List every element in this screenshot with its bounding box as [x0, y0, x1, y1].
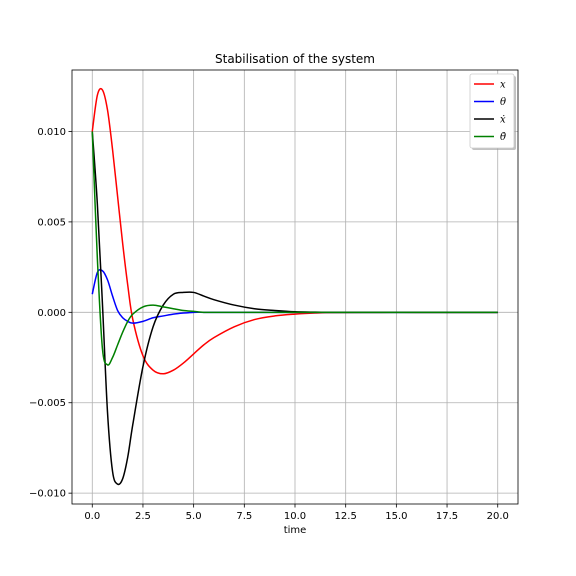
x-tick-label: 17.5	[436, 511, 458, 522]
legend-label-2: ẋ	[500, 115, 506, 126]
x-tick-label: 2.5	[135, 511, 151, 522]
x-tick-label: 7.5	[236, 511, 252, 522]
x-axis-label: time	[284, 525, 307, 536]
x-tick-label: 10.0	[284, 511, 306, 522]
legend: xθẋ θ̇	[469, 73, 516, 150]
legend-label-0: x	[500, 80, 506, 91]
chart-title: Stabilisation of the system	[215, 52, 375, 66]
legend-label-1: θ	[500, 97, 506, 108]
series-line-3	[91, 131, 498, 366]
x-tick-label: 5.0	[186, 511, 202, 522]
y-tick-label: 0.010	[37, 127, 66, 138]
x-tick-label: 20.0	[487, 511, 509, 522]
legend-label-3: θ̇	[500, 132, 506, 143]
x-axis: 0.0 2.5 5.0 7.5 10.0 12.5 15.0 17.5 20.0	[84, 504, 509, 522]
legend-box	[469, 73, 515, 149]
y-tick-label: 0.005	[37, 217, 66, 228]
y-tick-label: −0.005	[29, 398, 66, 409]
series-layer	[91, 87, 498, 486]
y-tick-label: 0.000	[37, 308, 66, 319]
y-tick-label: −0.010	[29, 489, 66, 500]
x-tick-label: 15.0	[385, 511, 407, 522]
x-tick-label: 0.0	[84, 511, 100, 522]
x-tick-label: 12.5	[335, 511, 357, 522]
y-axis: −0.010 −0.005 0.000 0.005 0.010	[29, 127, 72, 500]
